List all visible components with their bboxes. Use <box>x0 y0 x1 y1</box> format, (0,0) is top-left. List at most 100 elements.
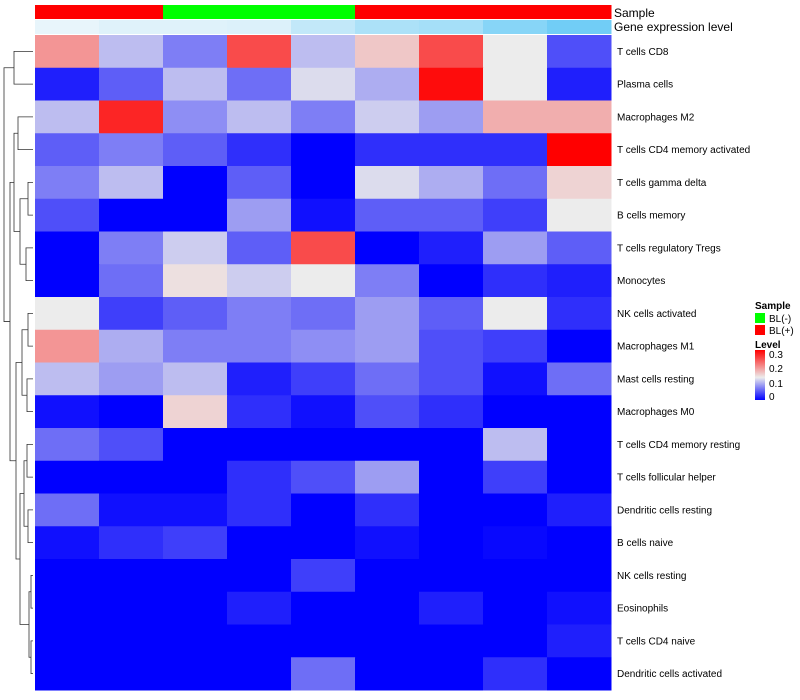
heatmap-cell <box>163 100 228 134</box>
heatmap-cell <box>163 35 228 69</box>
heatmap-cell <box>419 67 484 101</box>
heatmap-cell <box>227 362 292 396</box>
legend-level-title: Level <box>755 340 781 351</box>
heatmap-cell <box>419 559 484 593</box>
sample-annotation-cell <box>355 5 420 19</box>
dendrogram-branch <box>3 67 14 322</box>
heatmap-cell <box>419 624 484 658</box>
heatmap-cell <box>99 493 164 527</box>
heatmap-cell <box>355 657 420 691</box>
heatmap-cell <box>99 67 164 101</box>
heatmap-cell <box>355 231 420 265</box>
heatmap-cell <box>419 591 484 625</box>
row-label: B cells memory <box>617 211 685 222</box>
heatmap-cell <box>419 395 484 429</box>
heatmap-cell <box>355 329 420 363</box>
heatmap-cell <box>35 657 100 691</box>
heatmap-cell <box>547 493 612 527</box>
sample-annotation-label: Sample <box>614 6 655 20</box>
heatmap-cell <box>355 395 420 429</box>
heatmap-cell <box>35 460 100 494</box>
heatmap-cell <box>291 100 356 134</box>
heatmap-cell <box>291 428 356 462</box>
heatmap-cell <box>163 428 228 462</box>
heatmap-cell <box>99 395 164 429</box>
heatmap-cell <box>419 100 484 134</box>
heatmap-cell <box>547 526 612 560</box>
heatmap-cell <box>483 493 548 527</box>
heatmap-cell <box>227 493 292 527</box>
heatmap-cell <box>163 166 228 200</box>
heatmap-cell <box>419 198 484 232</box>
heatmap-cell <box>483 559 548 593</box>
heatmap-cell <box>547 297 612 331</box>
heatmap-cell <box>547 657 612 691</box>
heatmap-cell <box>483 395 548 429</box>
heatmap-cell <box>35 100 100 134</box>
heatmap-cell <box>355 493 420 527</box>
heatmap-cell <box>355 460 420 494</box>
heatmap-cell <box>99 526 164 560</box>
heatmap-cell <box>227 591 292 625</box>
heatmap-cell <box>291 297 356 331</box>
heatmap-cell <box>99 198 164 232</box>
heatmap-cell <box>35 395 100 429</box>
heatmap-cell <box>547 264 612 298</box>
dendrogram-branch <box>27 509 33 544</box>
heatmap-cell <box>227 297 292 331</box>
heatmap-cell <box>355 35 420 69</box>
heatmap-cell <box>547 133 612 167</box>
legend: Sample BL(-) BL(+) Level 0.3 0.2 0.1 0 <box>755 301 794 403</box>
heatmap-cell <box>483 264 548 298</box>
dendrogram-branch <box>13 132 20 232</box>
heatmap-cell <box>99 35 164 69</box>
heatmap-cell <box>355 362 420 396</box>
heatmap-cells <box>35 35 612 691</box>
heatmap-cell <box>419 133 484 167</box>
heatmap-cell <box>483 166 548 200</box>
heatmap-cell <box>355 100 420 134</box>
heatmap-cell <box>291 362 356 396</box>
row-label: Eosinophils <box>617 604 668 615</box>
heatmap-cell <box>547 559 612 593</box>
legend-level-tick-2: 0.1 <box>769 379 783 390</box>
row-label: T cells CD4 memory activated <box>617 145 750 156</box>
row-label: NK cells activated <box>617 309 696 320</box>
heatmap-cell <box>419 231 484 265</box>
row-label: Macrophages M1 <box>617 342 695 353</box>
heatmap-cell <box>99 329 164 363</box>
heatmap-cell <box>35 198 100 232</box>
row-label: T cells regulatory Tregs <box>617 243 721 254</box>
dendrogram-branch <box>30 574 33 609</box>
heatmap-cell <box>547 395 612 429</box>
row-label: Plasma cells <box>617 80 673 91</box>
expression-annotation-cell <box>419 20 484 34</box>
sample-annotation-cell <box>419 5 484 19</box>
heatmap-cell <box>163 362 228 396</box>
dendrogram-branch <box>19 198 28 265</box>
expression-annotation-cell <box>35 20 100 34</box>
legend-label-bl-neg: BL(-) <box>769 314 791 325</box>
heatmap-cell <box>419 329 484 363</box>
legend-swatch-bl-pos <box>755 325 765 335</box>
heatmap-cell <box>35 624 100 658</box>
heatmap-cell <box>419 297 484 331</box>
heatmap-cell <box>291 35 356 69</box>
heatmap-cell <box>355 559 420 593</box>
dendrogram-branch <box>27 312 33 347</box>
sample-annotation-cell <box>291 5 356 19</box>
heatmap-cell <box>35 591 100 625</box>
heatmap-cell <box>355 297 420 331</box>
heatmap-cell <box>419 526 484 560</box>
heatmap-cell <box>355 166 420 200</box>
sample-annotation-cell <box>99 5 164 19</box>
heatmap-cell <box>355 591 420 625</box>
heatmap-cell <box>355 624 420 658</box>
heatmap-cell <box>483 133 548 167</box>
row-label: Monocytes <box>617 276 665 287</box>
dendrogram-branch <box>15 362 22 560</box>
heatmap-cell <box>227 67 292 101</box>
heatmap-cell <box>227 329 292 363</box>
heatmap-cell <box>483 362 548 396</box>
row-label: Mast cells resting <box>617 374 694 385</box>
